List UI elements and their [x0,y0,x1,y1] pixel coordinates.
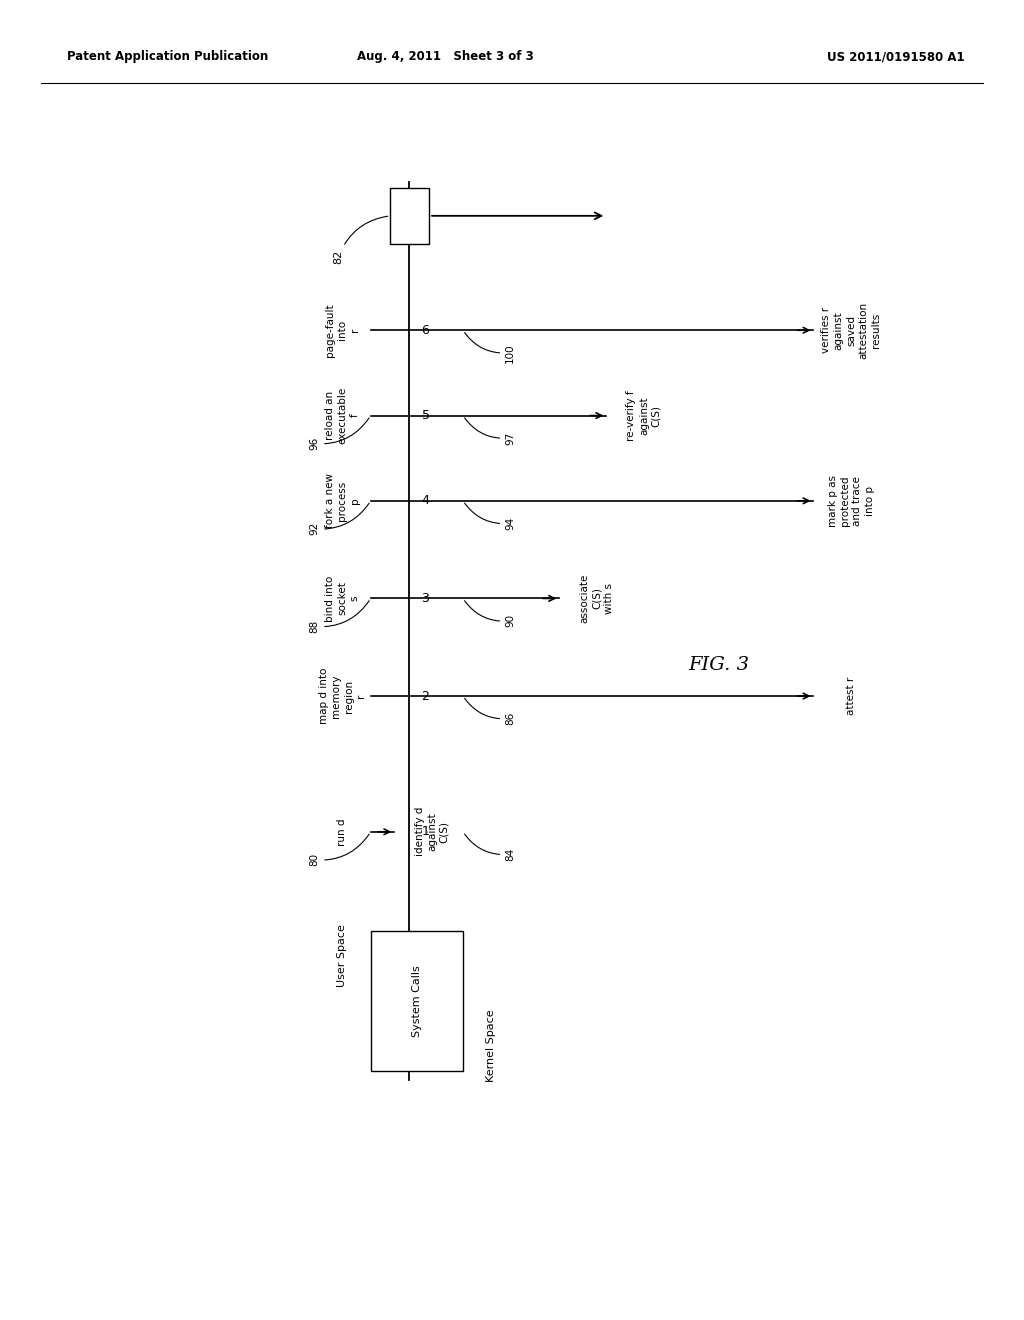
Text: 4: 4 [422,494,429,507]
Text: attest r: attest r [846,677,856,715]
Text: 90: 90 [465,601,515,627]
Text: 1: 1 [422,825,429,838]
Text: identify d
against
C(S): identify d against C(S) [415,807,450,857]
Text: 100: 100 [465,333,515,363]
Text: bind into
socket
s: bind into socket s [325,576,359,622]
Text: US 2011/0191580 A1: US 2011/0191580 A1 [827,50,965,63]
Text: 84: 84 [465,834,515,861]
Text: map d into
memory
region
r: map d into memory region r [318,668,366,725]
Text: reload an
executable
f: reload an executable f [325,387,359,444]
Text: fork a new
process
p: fork a new process p [325,474,359,528]
Bar [371,931,463,1071]
Text: 88: 88 [309,601,370,634]
Text: page-fault
into
r: page-fault into r [325,304,359,358]
Bar [390,187,429,244]
Text: Aug. 4, 2011   Sheet 3 of 3: Aug. 4, 2011 Sheet 3 of 3 [357,50,534,63]
Text: 82: 82 [334,216,388,264]
Text: associate
C(S)
with s: associate C(S) with s [580,574,614,623]
Text: FIG. 3: FIG. 3 [689,656,750,673]
Text: 2: 2 [422,689,429,702]
Text: 5: 5 [422,409,429,422]
Text: 94: 94 [465,503,515,529]
Text: run d: run d [338,818,347,846]
Text: Patent Application Publication: Patent Application Publication [67,50,268,63]
Text: mark p as
protected
and trace
into p: mark p as protected and trace into p [827,475,874,527]
Text: 97: 97 [465,418,515,445]
Text: User Space: User Space [338,924,347,987]
Text: 80: 80 [309,834,370,866]
Text: 96: 96 [309,418,370,450]
Text: 86: 86 [465,698,515,725]
Text: 6: 6 [422,323,429,337]
Text: verifies r
against
saved
attestation
results: verifies r against saved attestation res… [821,302,881,359]
Text: Kernel Space: Kernel Space [486,1010,497,1082]
Text: System Calls: System Calls [412,965,422,1036]
Text: 3: 3 [422,591,429,605]
Text: 92: 92 [309,503,370,536]
Text: re-verify f
against
C(S): re-verify f against C(S) [627,391,662,441]
